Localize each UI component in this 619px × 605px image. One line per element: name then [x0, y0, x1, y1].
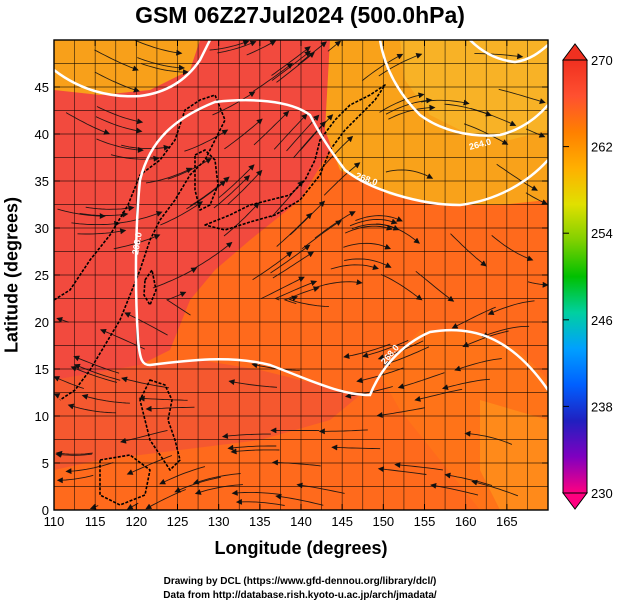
y-tick-label: 5	[42, 456, 49, 471]
y-tick-label: 0	[42, 503, 49, 518]
x-axis-label: Longitude (degrees)	[54, 538, 548, 559]
colorbar: 270 262 254 246 238 230	[563, 44, 613, 509]
x-tick-label: 140	[290, 514, 312, 529]
y-tick-label: 10	[35, 409, 49, 424]
colorbar-label: 238	[591, 399, 613, 414]
x-tick-label: 125	[167, 514, 189, 529]
x-tick-label: 150	[372, 514, 394, 529]
x-tick-label: 155	[414, 514, 436, 529]
colorbar-bottom-arrow	[563, 493, 587, 509]
credit-data: Data from http://database.rish.kyoto-u.a…	[0, 590, 600, 601]
y-axis-label: Latitude (degrees)	[2, 197, 23, 353]
map-chart: 264.0 268.0 268.0 268.0 110 115 120 125 130 1…	[0, 0, 619, 605]
x-tick-label: 130	[208, 514, 230, 529]
x-tick-label: 135	[249, 514, 271, 529]
y-tick-label: 15	[35, 362, 49, 377]
y-tick-label: 45	[35, 80, 49, 95]
temperature-field: 264.0 268.0 268.0 268.0	[54, 40, 548, 510]
colorbar-label: 246	[591, 313, 613, 328]
y-tick-label: 20	[35, 315, 49, 330]
colorbar-top-arrow	[563, 44, 587, 60]
x-tick-label: 145	[331, 514, 353, 529]
x-tick-label: 115	[85, 514, 106, 529]
x-tick-label: 160	[455, 514, 477, 529]
colorbar-body	[563, 60, 587, 493]
x-tick-label: 120	[125, 514, 147, 529]
y-tick-label: 25	[35, 268, 49, 283]
colorbar-label: 230	[591, 486, 613, 501]
colorbar-label: 262	[591, 140, 613, 155]
y-tick-label: 30	[35, 221, 49, 236]
colorbar-label: 270	[591, 53, 613, 68]
colorbar-label: 254	[591, 226, 613, 241]
y-tick-label: 40	[35, 127, 49, 142]
credit-drawing: Drawing by DCL (https://www.gfd-dennou.o…	[0, 576, 600, 587]
y-tick-label: 35	[35, 174, 49, 189]
x-tick-label: 165	[496, 514, 518, 529]
